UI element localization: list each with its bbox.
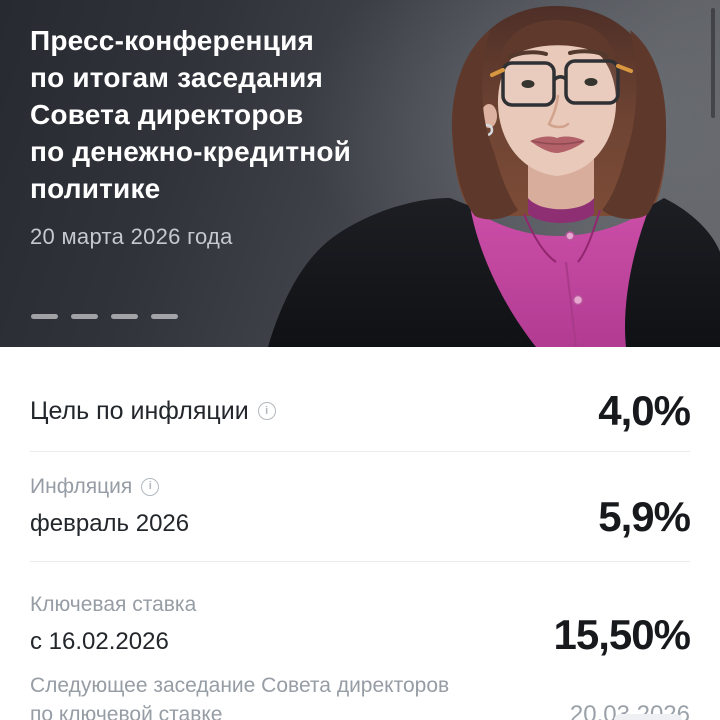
indicators-panel: Цель по инфляции i 4,0% Инфляция i февра…: [0, 347, 720, 720]
carousel-dash-2[interactable]: [71, 314, 98, 319]
banner-title-line: политике: [30, 173, 161, 204]
info-icon[interactable]: i: [257, 402, 276, 420]
banner-title-line: Пресс-конференция: [30, 25, 315, 56]
banner-date: 20 марта 2026 года: [30, 224, 233, 249]
inflation-period: февраль 2026: [30, 510, 190, 537]
carousel-dash-4[interactable]: [151, 314, 178, 319]
key-rate-period: с 16.02.2026: [30, 628, 169, 655]
inflation-label: Инфляция: [30, 475, 133, 498]
inflation-target-label: Цель по инфляции: [30, 397, 249, 425]
scrollbar-thumb[interactable]: [711, 8, 715, 118]
carousel-dash-3[interactable]: [111, 314, 138, 319]
key-rate-label: Ключевая ставка: [30, 593, 197, 616]
banner-title: Пресс-конференция по итогам заседания Со…: [30, 22, 351, 207]
banner-title-line: по итогам заседания: [30, 62, 324, 93]
banner-title-line: Совета директоров: [30, 99, 304, 130]
speaker-portrait-photo: [268, 6, 720, 347]
inflation-target-value: 4,0%: [598, 387, 691, 434]
info-icon[interactable]: i: [141, 477, 160, 496]
carousel-indicator: [31, 314, 178, 319]
indicator-row-key-rate[interactable]: Ключевая ставка с 16.02.2026 15,50% След…: [30, 562, 691, 720]
press-conference-banner[interactable]: Пресс-конференция по итогам заседания Со…: [0, 0, 720, 347]
next-meeting-row: Следующее заседание Совета директоров по…: [30, 671, 690, 720]
indicator-row-inflation[interactable]: Инфляция i февраль 2026 5,9%: [30, 452, 691, 562]
carousel-dash-1[interactable]: [31, 314, 58, 319]
partially-visible-element: [614, 714, 682, 720]
banner-title-line: по денежно-кредитной: [30, 136, 352, 167]
key-rate-value: 15,50%: [553, 611, 691, 658]
next-meeting-note: Следующее заседание Совета директоров по…: [30, 674, 450, 720]
inflation-value: 5,9%: [598, 493, 691, 540]
indicator-row-inflation-target[interactable]: Цель по инфляции i 4,0%: [30, 347, 691, 452]
